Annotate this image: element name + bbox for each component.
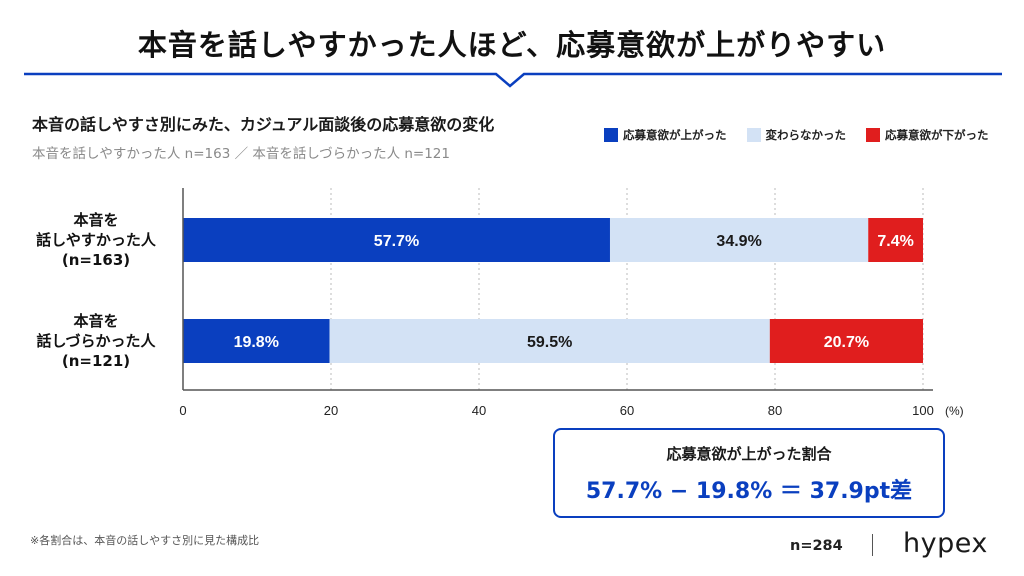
category-label: (n=121) bbox=[62, 352, 130, 370]
legend-label-unchanged: 変わらなかった bbox=[765, 128, 847, 142]
data-label: 7.4% bbox=[877, 233, 913, 250]
x-tick-label: 20 bbox=[324, 403, 338, 418]
callout-formula: 57.7% − 19.8% ＝ 37.9pt差 bbox=[585, 479, 913, 504]
category-label: 本音を bbox=[73, 312, 118, 330]
bar-segment bbox=[329, 319, 770, 363]
x-tick-label: 100 bbox=[912, 403, 934, 418]
bar-segment bbox=[609, 218, 869, 262]
data-label: 57.7% bbox=[374, 233, 419, 250]
headline: 本音を話しやすかった人ほど、応募意欲が上がりやすい bbox=[137, 28, 887, 62]
stacked-bar-chart: 0 20 40 60 80 100 (%)57.7% 34.9% 7.4%本音を話しやすかった人… bbox=[36, 188, 964, 418]
chart-subtitle: 本音を話しやすかった人 n=163 ／ 本音を話しづらかった人 n=121 bbox=[32, 146, 450, 162]
data-label: 59.5% bbox=[527, 334, 572, 351]
footer-separator bbox=[872, 534, 873, 556]
legend-swatch-decrease bbox=[866, 128, 880, 142]
headline-divider bbox=[24, 72, 1002, 88]
brand-logo: hypex bbox=[903, 528, 988, 559]
legend-item-decrease: 応募意欲が下がった bbox=[866, 127, 989, 143]
difference-callout: 応募意欲が上がった割合 57.7% − 19.8% ＝ 37.9pt差 bbox=[553, 428, 945, 518]
bar-segment bbox=[769, 319, 923, 363]
legend-swatch-increase bbox=[604, 128, 618, 142]
x-tick-label: 80 bbox=[768, 403, 782, 418]
data-label: 34.9% bbox=[716, 233, 761, 250]
category-label: 話しやすかった人 bbox=[36, 231, 157, 249]
x-tick-label: 0 bbox=[179, 403, 186, 418]
sample-size: n=284 bbox=[790, 538, 843, 554]
legend-label-increase: 応募意欲が上がった bbox=[623, 128, 727, 142]
category-label: 本音を bbox=[73, 211, 118, 229]
legend: 応募意欲が上がった 変わらなかった 応募意欲が下がった bbox=[604, 127, 989, 143]
bar-segment bbox=[868, 218, 923, 262]
data-label: 19.8% bbox=[234, 334, 279, 351]
chart-title: 本音の話しやすさ別にみた、カジュアル面談後の応募意欲の変化 bbox=[32, 115, 495, 134]
legend-swatch-unchanged bbox=[746, 128, 761, 142]
x-tick-label: 40 bbox=[472, 403, 486, 418]
data-label: 20.7% bbox=[824, 334, 869, 351]
legend-label-decrease: 応募意欲が下がった bbox=[885, 128, 989, 142]
bar-segment bbox=[183, 218, 610, 262]
legend-item-unchanged: 変わらなかった bbox=[746, 127, 847, 143]
category-label: (n=163) bbox=[62, 251, 130, 269]
x-tick-label: 60 bbox=[620, 403, 634, 418]
category-label: 話しづらかった人 bbox=[36, 332, 156, 350]
callout-title: 応募意欲が上がった割合 bbox=[666, 445, 832, 463]
bar-segment bbox=[183, 319, 330, 363]
x-axis-unit: (%) bbox=[945, 404, 964, 418]
footnote: ※各割合は、本音の話しやすさ別に見た構成比 bbox=[30, 534, 260, 547]
legend-item-increase: 応募意欲が上がった bbox=[604, 127, 727, 143]
